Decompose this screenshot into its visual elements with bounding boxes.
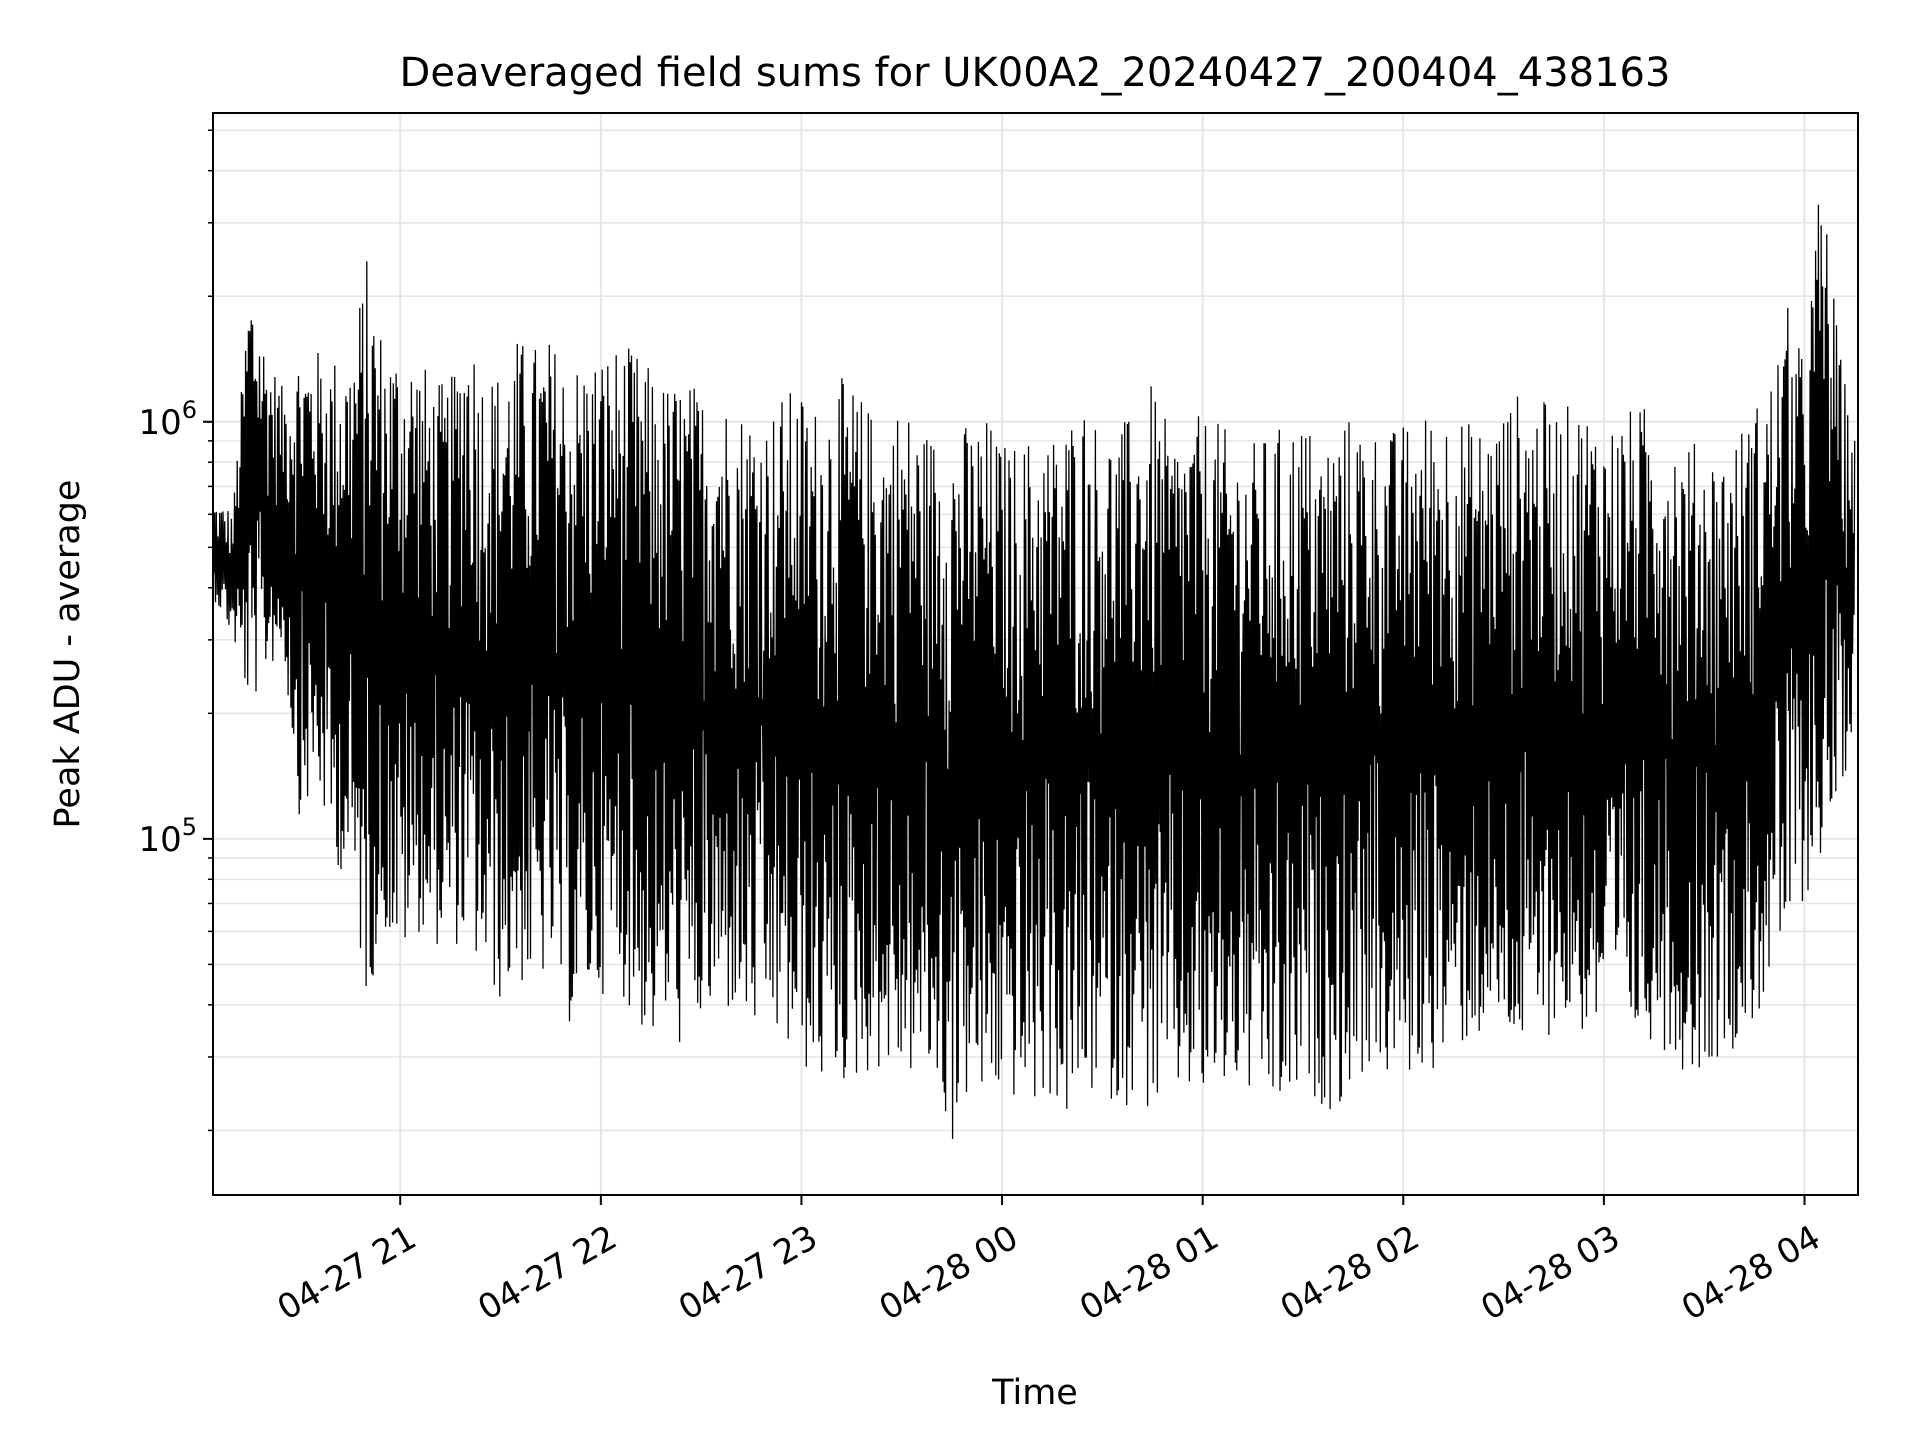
y-tick-label: 106 — [138, 396, 197, 443]
y-axis: 105 106 — [138, 129, 213, 1132]
chart-title: Deaveraged field sums for UK00A2_2024042… — [400, 50, 1671, 96]
plot-frame — [212, 112, 1859, 1196]
y-tick-label: 105 — [138, 813, 197, 860]
x-axis-label: Time — [991, 1373, 1078, 1413]
y-axis-label: Peak ADU - average — [48, 480, 88, 829]
series-layer — [212, 204, 1856, 1140]
data-series-line — [212, 204, 1856, 1140]
